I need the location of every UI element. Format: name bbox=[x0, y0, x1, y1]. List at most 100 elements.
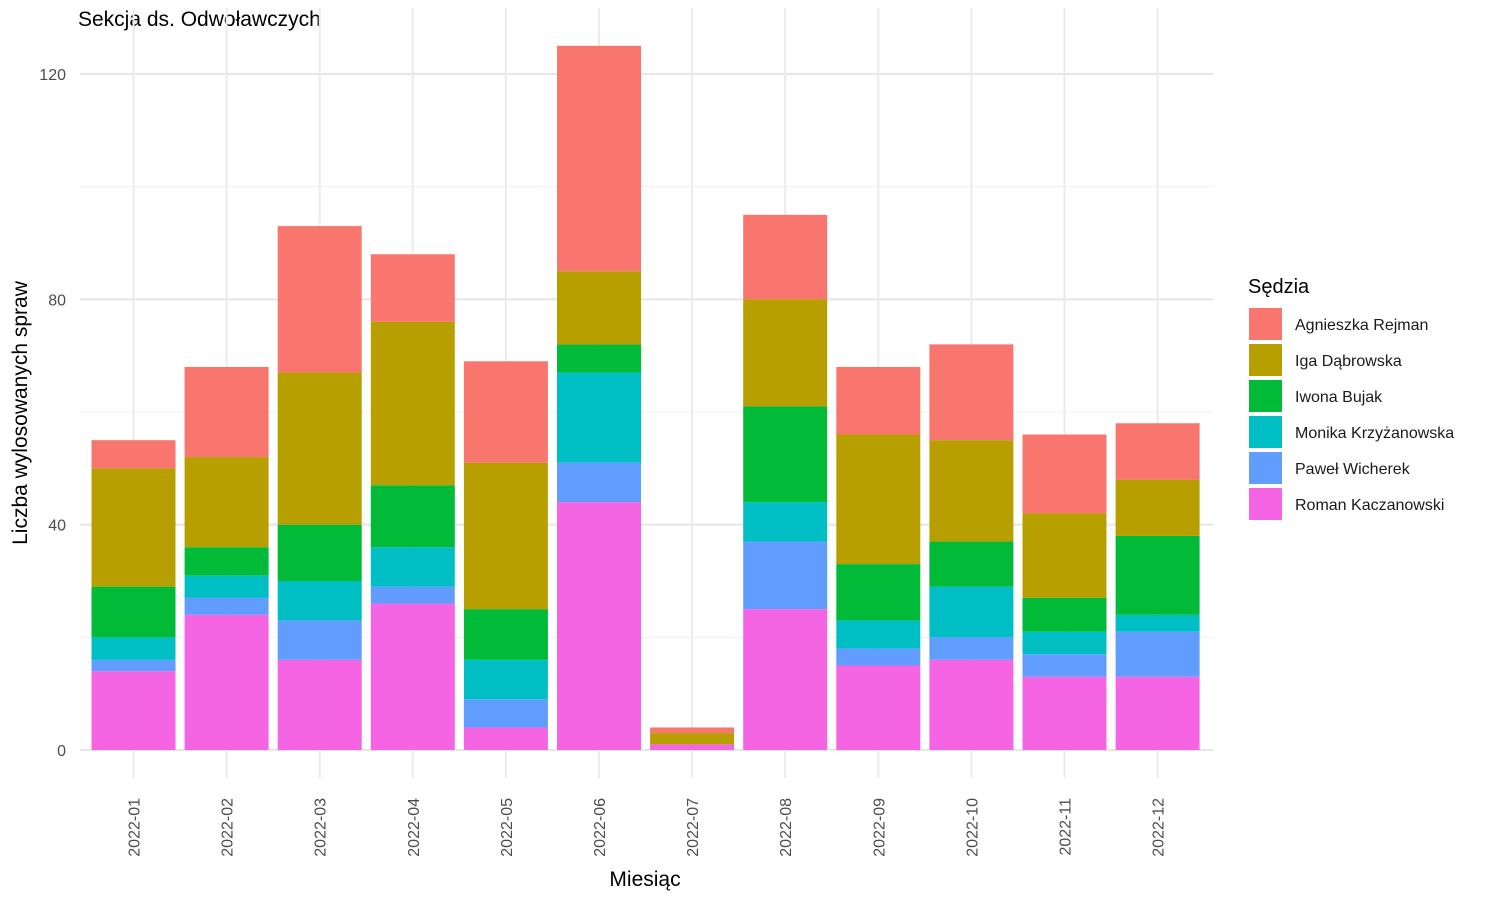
bar-segment bbox=[184, 457, 269, 548]
x-axis-ticks: 2022-01 2022-02 2022-03 2022-04 2022-05 2022-… bbox=[127, 798, 1168, 857]
x-tick-label: 2022-12 bbox=[1151, 798, 1168, 857]
bar-segment bbox=[463, 462, 548, 610]
bar-segment bbox=[743, 541, 828, 610]
bar-segment bbox=[91, 671, 176, 750]
legend-label: Iwona Bujak bbox=[1295, 389, 1383, 406]
bar-segment bbox=[1022, 654, 1107, 677]
x-tick-label: 2022-10 bbox=[964, 798, 981, 857]
bar-segment bbox=[1115, 423, 1200, 480]
chart-title: Sekcja ds. Odwoławczych bbox=[78, 8, 321, 31]
x-tick-label: 2022-06 bbox=[592, 798, 609, 857]
bar-segment bbox=[1115, 631, 1200, 677]
bar-segment bbox=[277, 226, 362, 373]
bar-segment bbox=[1022, 513, 1107, 598]
bar-segment bbox=[557, 502, 641, 750]
bar-segment bbox=[557, 462, 641, 503]
bar-segment bbox=[836, 648, 921, 666]
bar-segment bbox=[91, 659, 176, 672]
bar-segment bbox=[650, 744, 735, 750]
bar-segment bbox=[1115, 676, 1200, 750]
bar-segment bbox=[184, 366, 269, 458]
bar-segment bbox=[836, 620, 921, 649]
legend-swatch bbox=[1249, 308, 1282, 340]
x-tick-label: 2022-01 bbox=[127, 798, 144, 857]
legend-swatch bbox=[1249, 452, 1282, 484]
bar-segment bbox=[277, 659, 362, 750]
bar-segment bbox=[1022, 631, 1107, 655]
bar-segment bbox=[650, 727, 735, 734]
bar-segment bbox=[370, 603, 455, 750]
bar-segment bbox=[184, 575, 269, 598]
bar-segment bbox=[1115, 479, 1200, 536]
bar-segment bbox=[836, 665, 921, 750]
x-axis-title: Miesiąc bbox=[609, 868, 680, 891]
bar-segment bbox=[370, 547, 455, 587]
y-axis-ticks: 0 40 80 120 bbox=[39, 67, 66, 760]
bar-segment bbox=[463, 361, 548, 463]
bar-segment bbox=[277, 620, 362, 660]
x-tick-label: 2022-07 bbox=[685, 798, 702, 857]
bar-segment bbox=[557, 271, 641, 345]
bar-segment bbox=[184, 547, 269, 576]
x-tick-label: 2022-08 bbox=[778, 798, 795, 857]
y-axis-title: Liczba wylosowanych spraw bbox=[9, 280, 32, 545]
y-tick-label: 40 bbox=[48, 518, 66, 535]
legend-swatch bbox=[1249, 380, 1282, 412]
x-tick-label: 2022-03 bbox=[313, 798, 330, 857]
bar-segment bbox=[929, 440, 1014, 542]
bar-segment bbox=[929, 541, 1014, 587]
bar-segment bbox=[184, 597, 269, 615]
y-tick-label: 120 bbox=[39, 67, 66, 84]
bar-segment bbox=[463, 659, 548, 700]
legend-label: Monika Krzyżanowska bbox=[1295, 425, 1454, 442]
x-tick-label: 2022-11 bbox=[1058, 798, 1075, 856]
bar-segment bbox=[557, 372, 641, 463]
bar-segment bbox=[650, 733, 735, 745]
bar-segment bbox=[91, 440, 176, 469]
y-tick-label: 0 bbox=[57, 743, 66, 760]
bar-segment bbox=[1115, 535, 1200, 615]
bar-segment bbox=[370, 485, 455, 548]
bar-segment bbox=[1022, 676, 1107, 750]
legend-label: Iga Dąbrowska bbox=[1295, 353, 1402, 370]
bar-segment bbox=[836, 434, 921, 565]
legend: Sędzia Agnieszka Rejman Iga Dąbrowska Iwon… bbox=[1248, 276, 1454, 520]
bar-segment bbox=[184, 614, 269, 750]
legend-swatch bbox=[1249, 416, 1282, 448]
bar-segment bbox=[743, 502, 828, 542]
bar-segment bbox=[1022, 434, 1107, 514]
legend-title: Sędzia bbox=[1248, 276, 1310, 298]
bar-segment bbox=[743, 214, 828, 300]
y-tick-label: 80 bbox=[48, 292, 66, 309]
bar-segment bbox=[836, 366, 921, 435]
legend-label: Agnieszka Rejman bbox=[1295, 317, 1428, 334]
bar-segment bbox=[1022, 597, 1107, 632]
bars bbox=[91, 45, 1200, 750]
bar-segment bbox=[929, 637, 1014, 660]
legend-label: Roman Kaczanowski bbox=[1295, 497, 1444, 514]
bar-segment bbox=[929, 586, 1014, 638]
bar-segment bbox=[463, 609, 548, 660]
bar-segment bbox=[1115, 614, 1200, 632]
bar-segment bbox=[277, 524, 362, 581]
legend-swatch bbox=[1249, 344, 1282, 376]
bar-segment bbox=[557, 344, 641, 373]
legend-label: Paweł Wicherek bbox=[1295, 461, 1411, 478]
bar-segment bbox=[743, 299, 828, 407]
bar-segment bbox=[929, 344, 1014, 441]
bar-segment bbox=[370, 321, 455, 486]
bar-segment bbox=[370, 586, 455, 604]
bar-segment bbox=[743, 609, 828, 750]
x-tick-label: 2022-09 bbox=[871, 798, 888, 857]
bar-segment bbox=[836, 564, 921, 621]
bar-segment bbox=[370, 254, 455, 322]
bar-segment bbox=[463, 699, 548, 728]
bar-segment bbox=[91, 586, 176, 638]
bar-segment bbox=[277, 372, 362, 525]
bar-segment bbox=[557, 45, 641, 272]
bar-segment bbox=[91, 468, 176, 587]
legend-swatch bbox=[1249, 488, 1282, 520]
bar-segment bbox=[277, 581, 362, 621]
bar-segment bbox=[463, 727, 548, 750]
